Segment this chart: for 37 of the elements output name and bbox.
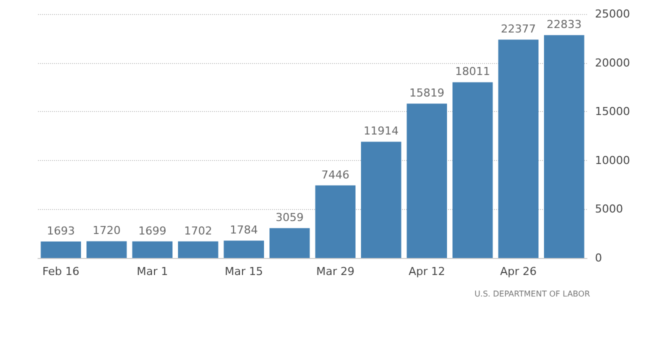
x-tick-label: Mar 1 — [136, 265, 168, 278]
y-tick-label: 10000 — [595, 154, 630, 167]
data-label: 1784 — [230, 224, 258, 237]
data-label: 1720 — [92, 224, 121, 238]
bar — [224, 240, 264, 258]
text: U.S. DEPARTMENT OF LABOR — [474, 290, 590, 298]
data-label: 22833 — [546, 18, 582, 32]
bar — [40, 241, 82, 258]
x-tick-label: Apr 26 — [500, 265, 537, 278]
bar — [86, 241, 127, 258]
bar — [452, 82, 493, 258]
data-label: 7446 — [321, 168, 350, 182]
x-tick-label: Mar 15 — [224, 265, 263, 278]
data-label: 15819 — [409, 86, 444, 100]
x-tick-label: Feb 16 — [42, 265, 80, 278]
data-label: 11914 — [364, 124, 399, 138]
data-label: 22377 — [500, 22, 536, 36]
bar — [269, 228, 310, 258]
bar — [178, 241, 218, 258]
bar — [132, 241, 173, 258]
bar — [360, 142, 402, 258]
bar — [406, 104, 448, 258]
data-label: 18011 — [455, 65, 490, 78]
data-label: 1702 — [184, 224, 212, 238]
data-label: 1693 — [46, 224, 75, 238]
bar — [498, 40, 539, 258]
y-tick-label: 15000 — [595, 105, 630, 118]
data-label: 3059 — [276, 211, 304, 224]
y-tick-label: 20000 — [595, 56, 630, 70]
x-tick-label: Mar 29 — [316, 265, 354, 278]
y-tick-label: 25000 — [595, 8, 630, 20]
bar — [315, 185, 356, 258]
y-tick-label: 0 — [595, 252, 602, 264]
x-tick-label: Apr 12 — [408, 265, 446, 278]
bar — [544, 35, 584, 258]
y-tick-label: 5000 — [595, 202, 623, 216]
data-label: 1699 — [138, 224, 166, 238]
